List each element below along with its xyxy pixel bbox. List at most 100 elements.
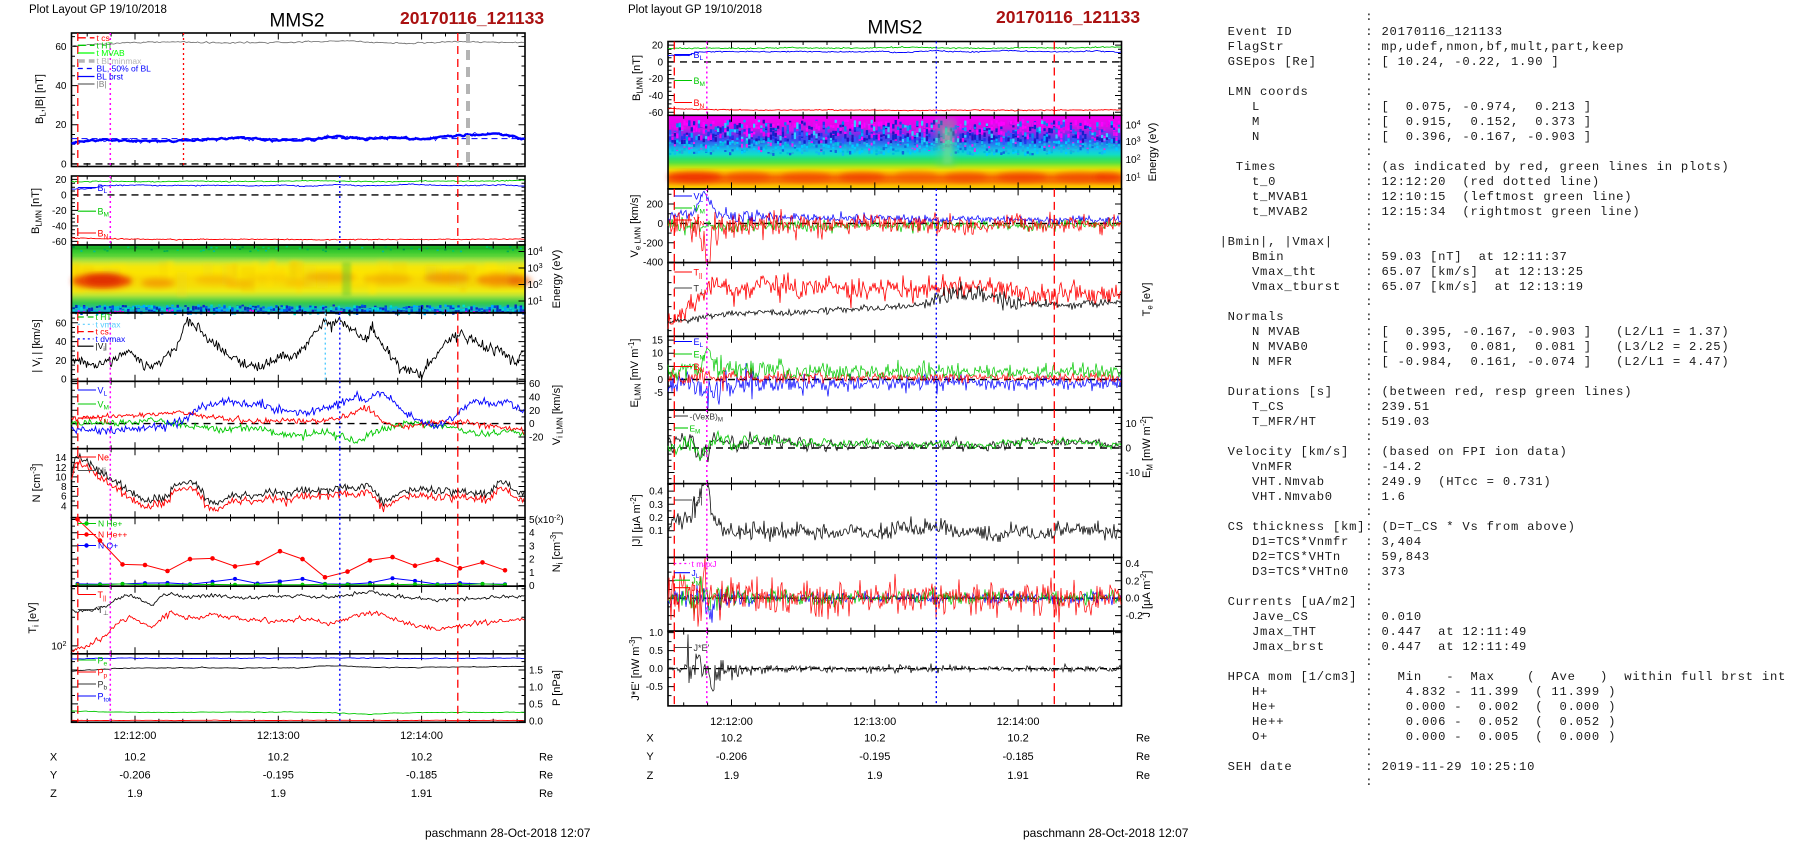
svg-text:Pe: Pe — [98, 655, 108, 667]
svg-text:X: X — [50, 751, 58, 763]
svg-text:-0.185: -0.185 — [1002, 751, 1033, 763]
svg-text:P [nPa]: P [nPa] — [551, 670, 563, 706]
svg-text:t BLminmax: t BLminmax — [97, 56, 143, 66]
svg-text:0.2: 0.2 — [1126, 576, 1140, 587]
svg-text:| Vi | [km/s]: | Vi | [km/s] — [31, 319, 44, 372]
svg-text:0.4: 0.4 — [1126, 559, 1140, 570]
svg-text:10: 10 — [55, 472, 67, 483]
svg-text:12: 12 — [55, 463, 67, 474]
svg-text:20170116_121133: 20170116_121133 — [996, 7, 1140, 27]
svg-text:101: 101 — [528, 294, 543, 308]
svg-text:6: 6 — [61, 492, 67, 503]
svg-text:-200: -200 — [643, 238, 663, 249]
svg-text:Z: Z — [647, 770, 654, 782]
svg-text:-20: -20 — [52, 206, 67, 217]
svg-text:60: 60 — [55, 318, 67, 329]
svg-text:Re: Re — [539, 751, 553, 763]
svg-text:-400: -400 — [643, 258, 663, 269]
svg-text:12:14:00: 12:14:00 — [400, 730, 443, 742]
svg-text:Ptot: Ptot — [98, 691, 111, 703]
svg-text:12:12:00: 12:12:00 — [710, 716, 753, 728]
svg-text:1.91: 1.91 — [411, 788, 432, 800]
svg-text:VM: VM — [694, 204, 705, 216]
svg-text:0.0: 0.0 — [649, 664, 663, 675]
svg-text:20: 20 — [652, 41, 664, 52]
svg-text:-(VexB)M: -(VexB)M — [690, 412, 723, 424]
svg-text:BN: BN — [694, 362, 705, 374]
svg-text:-0.195: -0.195 — [263, 770, 294, 782]
svg-text:12:12:00: 12:12:00 — [114, 730, 157, 742]
svg-text:T||: T|| — [694, 268, 703, 280]
svg-text:BM: BM — [98, 207, 109, 219]
svg-text:1.9: 1.9 — [127, 788, 142, 800]
svg-text:Re: Re — [1136, 733, 1150, 745]
svg-text:101: 101 — [1126, 170, 1141, 184]
svg-text:Ti [eV]: Ti [eV] — [27, 602, 40, 633]
svg-text:5: 5 — [657, 362, 663, 373]
svg-text:Ni [cm-3]: Ni [cm-3] — [549, 532, 564, 573]
svg-text:Y: Y — [646, 751, 654, 763]
svg-text:VN: VN — [694, 216, 705, 228]
svg-text:10.2: 10.2 — [411, 751, 432, 763]
svg-text:12:13:00: 12:13:00 — [853, 716, 896, 728]
svg-text:paschmann 28-Oct-2018 12:07: paschmann 28-Oct-2018 12:07 — [1023, 826, 1189, 840]
svg-text:0: 0 — [529, 581, 535, 592]
svg-text:BL: BL — [98, 183, 108, 195]
svg-text:Te [eV]: Te [eV] — [1141, 283, 1154, 317]
svg-text:-10: -10 — [1126, 468, 1141, 479]
svg-text:-60: -60 — [52, 237, 67, 248]
svg-text:-40: -40 — [649, 91, 664, 102]
svg-text:1.91: 1.91 — [1007, 770, 1028, 782]
svg-text:N He+: N He+ — [98, 519, 122, 529]
svg-text:MMS2: MMS2 — [270, 11, 325, 32]
svg-text:BN: BN — [694, 98, 705, 110]
svg-text:Vi LMN [km/s]: Vi LMN [km/s] — [551, 385, 564, 445]
svg-text:-60: -60 — [649, 108, 664, 119]
svg-text:20: 20 — [55, 120, 67, 131]
svg-text:103: 103 — [528, 261, 543, 275]
svg-text:10.2: 10.2 — [721, 733, 742, 745]
svg-text:t cs: t cs — [96, 327, 109, 337]
svg-text:10: 10 — [1126, 419, 1138, 430]
svg-text:T⊥: T⊥ — [694, 284, 706, 296]
svg-text:10.2: 10.2 — [124, 751, 145, 763]
svg-text:VM: VM — [98, 400, 109, 412]
svg-text:0: 0 — [529, 419, 535, 430]
svg-text:Pp: Pp — [98, 667, 108, 679]
svg-text:Ni: Ni — [98, 466, 107, 476]
svg-text:0: 0 — [657, 57, 663, 68]
svg-text:0: 0 — [657, 375, 663, 386]
svg-text:0: 0 — [657, 219, 663, 230]
svg-text:0.0: 0.0 — [529, 716, 543, 727]
svg-text:40: 40 — [55, 337, 67, 348]
svg-text:4: 4 — [529, 528, 535, 539]
svg-text:t HT: t HT — [97, 40, 113, 50]
svg-text:104: 104 — [528, 244, 543, 258]
svg-text:|Vi|: |Vi| — [96, 341, 107, 353]
svg-text:0.1: 0.1 — [649, 526, 663, 537]
svg-text:8: 8 — [61, 482, 67, 493]
svg-text:1.9: 1.9 — [271, 788, 286, 800]
svg-text:0.0: 0.0 — [1126, 594, 1140, 605]
svg-text:1.0: 1.0 — [649, 628, 663, 639]
svg-text:60: 60 — [55, 42, 67, 53]
svg-text:60: 60 — [529, 379, 541, 390]
svg-text:N He++: N He++ — [98, 530, 127, 540]
svg-text:J [μA m-2]: J [μA m-2] — [1139, 570, 1153, 617]
svg-text:102: 102 — [51, 639, 66, 653]
svg-text:N [cm-3]: N [cm-3] — [29, 464, 43, 503]
svg-text:MMS2: MMS2 — [868, 18, 923, 39]
svg-text:Re: Re — [539, 788, 553, 800]
svg-text:VN: VN — [98, 414, 109, 426]
svg-text:12:14:00: 12:14:00 — [997, 716, 1040, 728]
svg-text:EM [mW m-2]: EM [mW m-2] — [1139, 416, 1154, 478]
svg-text:10.2: 10.2 — [1007, 733, 1028, 745]
svg-text:0: 0 — [1126, 444, 1132, 455]
svg-text:JN: JN — [692, 583, 701, 595]
svg-text:Z: Z — [50, 788, 57, 800]
svg-text:20: 20 — [55, 356, 67, 367]
svg-text:EM: EM — [694, 350, 705, 362]
svg-text:BN: BN — [98, 228, 109, 240]
svg-text:1.9: 1.9 — [724, 770, 739, 782]
svg-text:200: 200 — [646, 200, 663, 211]
